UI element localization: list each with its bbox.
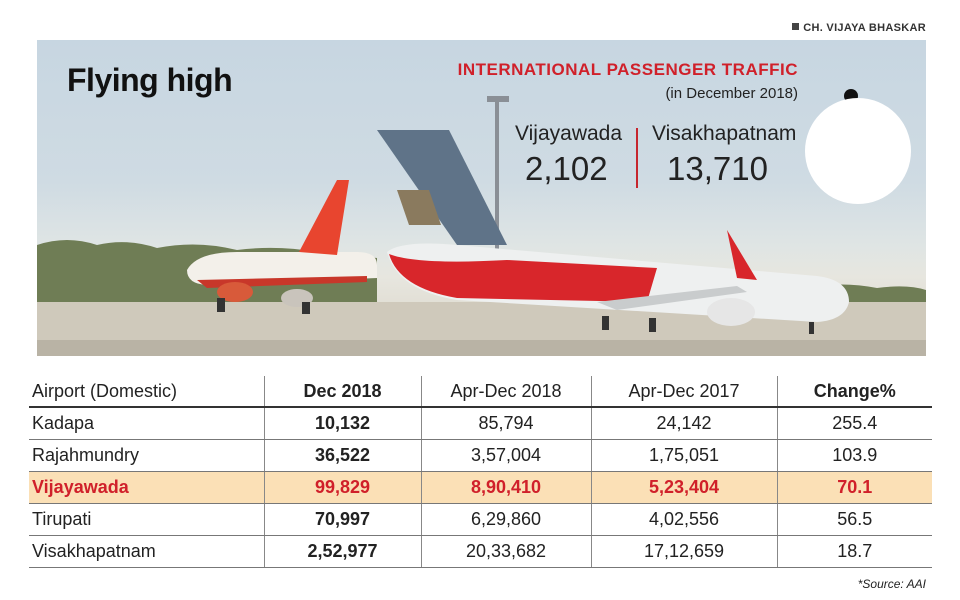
table-header-row: Airport (Domestic) Dec 2018 Apr-Dec 2018… <box>29 376 932 408</box>
international-subheading: (in December 2018) <box>665 85 798 102</box>
cell-airport: Visakhapatnam <box>29 535 264 568</box>
city-divider <box>636 128 638 188</box>
background-aircraft <box>187 180 377 314</box>
cell-dec-2018: 70,997 <box>263 503 421 536</box>
cell-change: 70.1 <box>776 471 932 504</box>
header-airport: Airport (Domestic) <box>29 376 264 408</box>
cell-apr-dec-2017: 17,12,659 <box>590 535 777 568</box>
cell-airport: Vijayawada <box>29 471 264 504</box>
cell-change: 56.5 <box>776 503 932 536</box>
cell-dec-2018: 99,829 <box>263 471 421 504</box>
international-heading: INTERNATIONAL PASSENGER TRAFFIC <box>457 60 798 79</box>
city-value-vijayawada: 2,102 <box>525 150 608 187</box>
city-value-visakhapatnam: 13,710 <box>667 150 768 187</box>
header-apr-dec-2017: Apr-Dec 2017 <box>590 376 777 408</box>
table-row: Kadapa 10,132 85,794 24,142 255.4 <box>29 407 932 440</box>
table-row-highlighted: Vijayawada 99,829 8,90,410 5,23,404 70.1 <box>29 471 932 504</box>
header-apr-dec-2018: Apr-Dec 2018 <box>420 376 591 408</box>
foreground-aircraft <box>377 130 849 334</box>
header-change: Change% <box>776 376 932 408</box>
cell-airport: Kadapa <box>29 407 264 440</box>
cell-apr-dec-2017: 1,75,051 <box>590 439 777 472</box>
cell-apr-dec-2017: 4,02,556 <box>590 503 777 536</box>
cell-apr-dec-2017: 5,23,404 <box>590 471 777 504</box>
source-note: *Source: AAI <box>857 577 926 591</box>
table-row: Tirupati 70,997 6,29,860 4,02,556 56.5 <box>29 503 932 536</box>
table-row: Visakhapatnam 2,52,977 20,33,682 17,12,6… <box>29 535 932 568</box>
cell-dec-2018: 36,522 <box>263 439 421 472</box>
cell-apr-dec-2018: 6,29,860 <box>420 503 591 536</box>
city-label-vijayawada: Vijayawada <box>515 122 623 145</box>
cell-airport: Tirupati <box>29 503 264 536</box>
cell-dec-2018: 2,52,977 <box>263 535 421 568</box>
traveller-icon-badge <box>805 98 911 204</box>
cell-dec-2018: 10,132 <box>263 407 421 440</box>
cell-airport: Rajahmundry <box>29 439 264 472</box>
cell-change: 255.4 <box>776 407 932 440</box>
airport-scene <box>37 89 926 356</box>
hero-photo: Flying high INTERNATIONAL PASSENGER TRAF… <box>37 40 926 356</box>
header-dec-2018: Dec 2018 <box>263 376 421 408</box>
cell-change: 103.9 <box>776 439 932 472</box>
table-row: Rajahmundry 36,522 3,57,004 1,75,051 103… <box>29 439 932 472</box>
cell-apr-dec-2018: 20,33,682 <box>420 535 591 568</box>
photo-credit: CH. VIJAYA BHASKAR <box>792 22 926 34</box>
cell-change: 18.7 <box>776 535 932 568</box>
city-label-visakhapatnam: Visakhapatnam <box>652 122 797 145</box>
domestic-traffic-table: Airport (Domestic) Dec 2018 Apr-Dec 2018… <box>29 376 932 568</box>
cell-apr-dec-2018: 8,90,410 <box>420 471 591 504</box>
cell-apr-dec-2018: 3,57,004 <box>420 439 591 472</box>
cell-apr-dec-2018: 85,794 <box>420 407 591 440</box>
cell-apr-dec-2017: 24,142 <box>590 407 777 440</box>
page-title: Flying high <box>67 62 233 98</box>
